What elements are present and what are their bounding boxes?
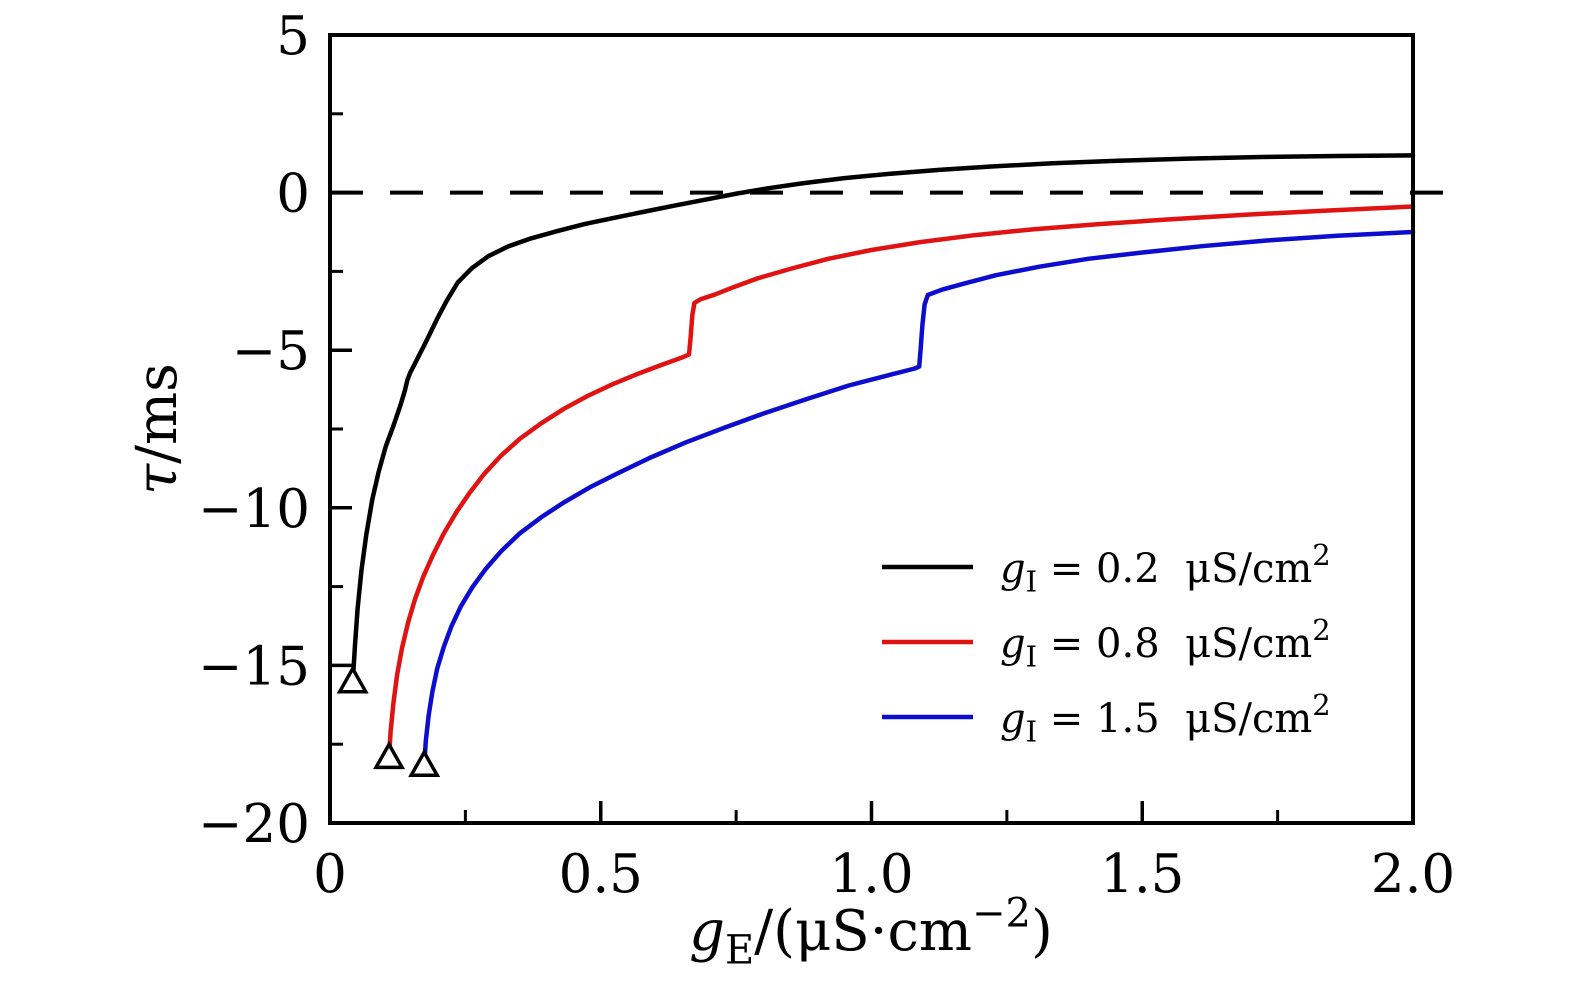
- y-tick-label: −10: [198, 479, 310, 540]
- x-tick-label: 2.0: [1371, 844, 1455, 905]
- start-marker-gI-0.2: [336, 665, 369, 694]
- x-axis-label: gE/(μS·cm−2): [689, 891, 1053, 974]
- y-tick-label: 0: [276, 164, 310, 225]
- start-marker-gI-1.5: [408, 748, 441, 778]
- y-tick-label: −20: [198, 794, 310, 855]
- y-tick-label: −15: [198, 636, 310, 697]
- curve-gI-0.2: [350, 153, 1416, 685]
- start-marker-gI-0.8: [373, 740, 405, 770]
- legend-label-gI-0.8: gI = 0.8 μS/cm2: [1000, 613, 1331, 673]
- y-tick-label: −5: [232, 321, 310, 382]
- x-tick-label: 1.5: [1100, 844, 1184, 905]
- curve-gI-0.8: [386, 204, 1416, 761]
- y-axis-label: τ/ms: [125, 363, 190, 495]
- y-axis-label-group: τ/ms: [125, 363, 190, 495]
- legend-label-gI-1.5: gI = 1.5 μS/cm2: [1000, 688, 1331, 748]
- curve-gI-1.5: [421, 229, 1416, 769]
- x-tick-label: 1.0: [829, 844, 913, 905]
- y-tick-label: 5: [276, 6, 310, 67]
- x-tick-label: 0: [313, 844, 347, 905]
- legend-label-gI-0.2: gI = 0.2 μS/cm2: [1000, 538, 1331, 598]
- x-tick-label: 0.5: [559, 844, 643, 905]
